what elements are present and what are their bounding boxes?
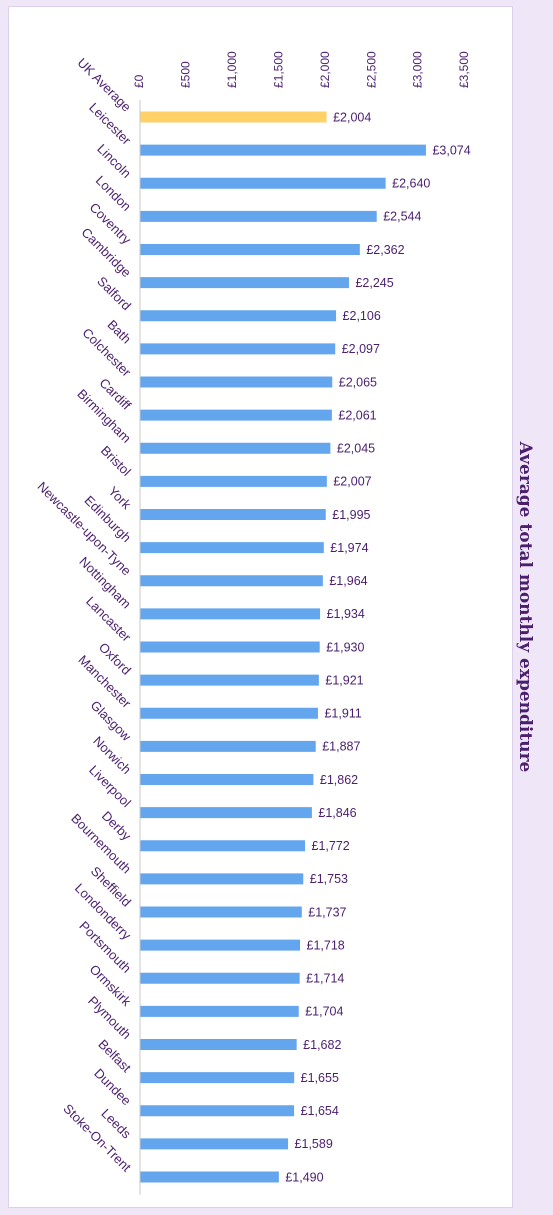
bar: [140, 1039, 297, 1050]
value-label: £2,065: [339, 375, 377, 389]
x-tick-label: £2,000: [318, 51, 332, 88]
x-tick-label: £1,000: [225, 51, 239, 88]
category-label: Bath: [105, 317, 135, 347]
value-label: £1,682: [303, 1038, 341, 1052]
value-label: £1,934: [327, 607, 365, 621]
value-label: £1,921: [325, 673, 363, 687]
x-tick-label: £3,000: [411, 51, 425, 88]
value-label: £1,846: [318, 806, 356, 820]
bar: [140, 674, 319, 686]
bar: [140, 244, 360, 255]
value-label: £2,004: [333, 110, 371, 124]
value-label: £1,964: [329, 574, 367, 588]
value-label: £2,544: [383, 210, 421, 224]
value-label: £2,061: [338, 408, 376, 422]
value-label: £1,995: [332, 508, 370, 522]
bar: [140, 542, 324, 554]
value-label: £1,911: [324, 707, 361, 721]
x-tick-label: £1,500: [271, 51, 285, 88]
value-label: £1,887: [322, 740, 360, 754]
bar: [140, 1138, 289, 1150]
bar: [140, 277, 349, 289]
bar: [140, 376, 333, 388]
value-label: £2,640: [392, 177, 430, 191]
x-tick-label: £0: [132, 74, 146, 88]
bar: [140, 343, 336, 355]
bar: [140, 707, 318, 719]
x-tick-label: £3,500: [457, 51, 471, 88]
bar: [140, 608, 321, 620]
value-label: £1,704: [305, 1005, 343, 1019]
category-label: York: [105, 483, 134, 512]
bar: [140, 111, 327, 123]
x-tick-label: £500: [179, 61, 193, 88]
bar: [140, 1171, 279, 1183]
bar: [140, 972, 300, 984]
value-label: £2,245: [355, 276, 393, 290]
bar: [140, 840, 306, 852]
bar: [140, 1072, 295, 1084]
category-label: Dundee: [91, 1065, 134, 1108]
value-label: £1,753: [310, 872, 348, 886]
bar: [140, 177, 386, 189]
category-label: UK Average: [75, 55, 134, 114]
bar: [140, 939, 301, 951]
bar: [140, 575, 323, 587]
bar: [140, 409, 332, 421]
bar: [140, 641, 320, 653]
bar: [140, 1005, 299, 1017]
value-label: £2,362: [366, 243, 404, 257]
value-label: £3,074: [432, 143, 470, 157]
value-label: £1,772: [312, 839, 350, 853]
x-tick-label: £2,500: [364, 51, 378, 88]
value-label: £2,097: [342, 342, 380, 356]
category-label: Salford: [94, 274, 134, 314]
bar: [140, 906, 302, 918]
bar: [140, 144, 426, 156]
bar: [140, 807, 312, 819]
bar: [140, 442, 331, 454]
bar: [140, 210, 377, 222]
category-label: Bristol: [98, 443, 134, 479]
value-label: £1,737: [308, 905, 346, 919]
bar: [140, 310, 337, 322]
bar: [140, 740, 316, 752]
value-label: £1,655: [301, 1071, 339, 1085]
value-label: £1,714: [306, 972, 344, 986]
value-label: £2,106: [343, 309, 381, 323]
value-label: £1,974: [330, 541, 368, 555]
value-label: £1,589: [295, 1137, 333, 1151]
value-label: £1,490: [285, 1170, 323, 1184]
value-label: £2,045: [337, 442, 375, 456]
value-label: £1,654: [301, 1104, 339, 1118]
value-label: £2,007: [333, 475, 371, 489]
value-label: £1,862: [320, 773, 358, 787]
bar: [140, 873, 304, 885]
bar: [140, 475, 327, 487]
value-label: £1,718: [307, 938, 345, 952]
bar: [140, 774, 314, 785]
value-label: £1,930: [326, 640, 364, 654]
bar: [140, 1105, 295, 1117]
bar: [140, 509, 326, 520]
